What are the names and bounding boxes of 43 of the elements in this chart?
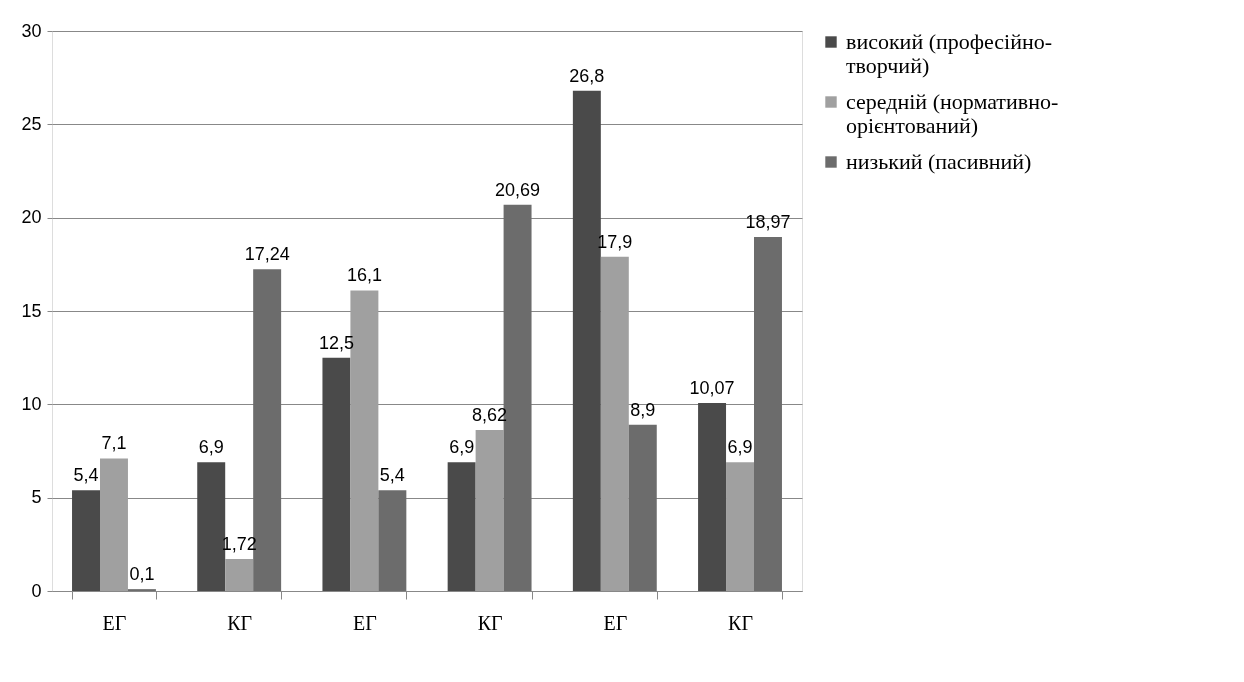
bar [378, 490, 407, 591]
y-tick-label: 20 [21, 207, 42, 228]
data-label: 0,1 [129, 564, 155, 585]
bar [225, 558, 254, 591]
data-label: 12,5 [318, 332, 354, 353]
data-label: 5,4 [73, 465, 99, 486]
bar [628, 424, 657, 591]
y-tick-label: 15 [21, 300, 42, 321]
y-tick-label: 25 [21, 113, 42, 134]
y-tick-label: 0 [31, 580, 42, 601]
y-tick-label: 30 [21, 20, 42, 41]
bar [600, 256, 629, 591]
x-tick-label: КГ [227, 611, 253, 634]
data-label: 8,9 [630, 399, 656, 420]
legend-label: високий (професійно-творчий) [846, 29, 1053, 78]
data-label: 6,9 [727, 437, 753, 458]
data-label: 6,9 [449, 437, 475, 458]
bar [72, 490, 100, 591]
data-label: 10,07 [689, 378, 735, 399]
x-tick-label: ЕГ [102, 611, 127, 634]
x-tick-label: ЕГ [603, 611, 628, 634]
bar [726, 462, 754, 591]
data-label: 26,8 [569, 65, 605, 86]
x-tick-label: КГ [477, 611, 503, 634]
data-label: 20,69 [495, 179, 541, 200]
x-tick-label: КГ [728, 611, 753, 634]
data-label: 6,9 [198, 437, 224, 458]
legend-label: низький (пасивний) [846, 149, 1032, 174]
data-label: 17,24 [244, 244, 290, 265]
y-tick-label: 5 [31, 487, 42, 508]
x-tick-label: ЕГ [353, 611, 377, 634]
bar [100, 458, 128, 591]
bar [698, 403, 727, 591]
bar [754, 236, 782, 591]
data-label: 5,4 [379, 465, 405, 486]
data-label: 7,1 [101, 433, 127, 454]
y-tick-label: 10 [21, 393, 42, 414]
bar [322, 357, 351, 591]
data-label: 18,97 [745, 211, 791, 232]
legend-label: середній (нормативно-орієнтований) [846, 89, 1059, 138]
data-label: 16,1 [346, 265, 382, 286]
bar [447, 462, 476, 591]
bar [475, 430, 504, 591]
